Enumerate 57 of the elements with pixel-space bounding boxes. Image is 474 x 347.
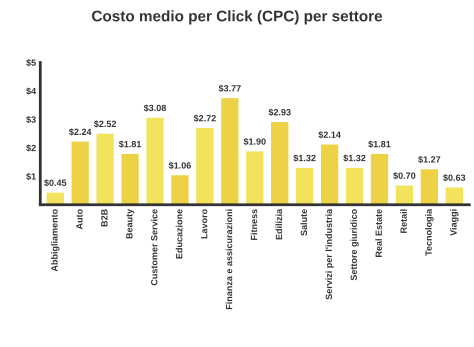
data-label: $1.32 bbox=[343, 154, 366, 162]
bar bbox=[444, 186, 464, 205]
data-label: $1.81 bbox=[368, 140, 391, 148]
bar bbox=[394, 184, 414, 205]
y-tick-label: $2 bbox=[26, 144, 36, 152]
data-label: $3.08 bbox=[144, 104, 166, 112]
data-label: $1.32 bbox=[293, 154, 316, 162]
x-tick-label: B2B bbox=[101, 209, 108, 226]
x-tick-label: Real Estate bbox=[375, 209, 382, 257]
bar bbox=[419, 168, 440, 205]
data-label: $2.93 bbox=[268, 108, 291, 116]
data-label: $0.63 bbox=[443, 174, 466, 182]
x-tick-label: Lavoro bbox=[201, 209, 208, 238]
x-tick-label: Salute bbox=[300, 209, 308, 236]
chart-title: Costo medio per Click (CPC) per settore bbox=[92, 10, 382, 24]
bar bbox=[170, 174, 190, 205]
bar bbox=[369, 152, 390, 205]
data-label: $2.52 bbox=[94, 120, 116, 128]
y-tick-label: $4 bbox=[26, 87, 36, 95]
y-tick-label: $1 bbox=[26, 172, 36, 180]
x-tick-label: Edilizia bbox=[276, 208, 282, 240]
bar bbox=[344, 166, 365, 205]
bar bbox=[194, 126, 215, 205]
x-tick-label: Servizi per l'industria bbox=[325, 208, 334, 300]
x-tick-label: Tecnologia bbox=[425, 208, 434, 256]
y-tick-label: $5 bbox=[26, 59, 36, 66]
data-label: $2.24 bbox=[69, 128, 92, 136]
data-label: $0.45 bbox=[44, 179, 66, 187]
data-label: $2.72 bbox=[194, 114, 216, 122]
data-label: $1.81 bbox=[118, 140, 142, 148]
data-label: $1.90 bbox=[244, 138, 266, 146]
x-tick-label: Educazione bbox=[176, 209, 182, 258]
data-label: $1.06 bbox=[168, 162, 191, 170]
bar bbox=[270, 120, 290, 205]
bar bbox=[70, 140, 90, 205]
data-label: $3.77 bbox=[218, 84, 241, 92]
x-tick-label: Finanza e assicurazioni bbox=[226, 210, 232, 310]
data-label: $1.27 bbox=[418, 156, 440, 164]
x-tick-label: Settore giuridico bbox=[350, 209, 359, 280]
x-tick-label: Customer Service bbox=[150, 209, 158, 286]
x-tick-label: Retail bbox=[400, 210, 407, 233]
x-tick-label: Viaggi bbox=[450, 210, 459, 236]
x-tick-label: Abbigliamento bbox=[51, 209, 60, 272]
bar bbox=[45, 191, 66, 205]
bar bbox=[294, 166, 315, 205]
bar bbox=[120, 152, 140, 205]
x-tick-label: Auto bbox=[76, 209, 83, 230]
x-tick-label: Fitness bbox=[250, 209, 258, 240]
y-tick-label: $3 bbox=[26, 116, 36, 124]
x-tick-label: Beauty bbox=[126, 208, 134, 238]
bar bbox=[320, 143, 340, 205]
data-label: $0.70 bbox=[393, 172, 416, 180]
bar bbox=[144, 116, 166, 205]
bar bbox=[220, 96, 240, 205]
data-label: $2.14 bbox=[318, 131, 341, 138]
bar bbox=[244, 150, 265, 205]
bar bbox=[95, 132, 116, 205]
